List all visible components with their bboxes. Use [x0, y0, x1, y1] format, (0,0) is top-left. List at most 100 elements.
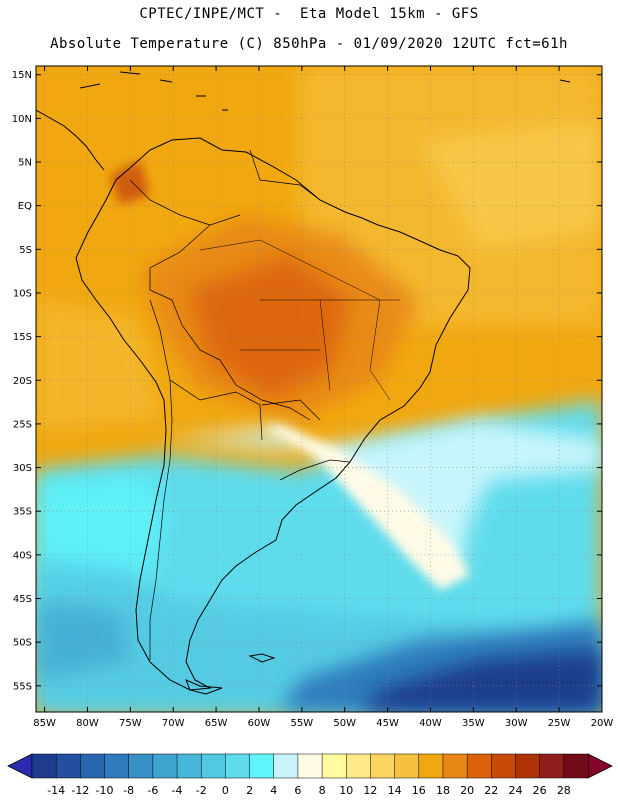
lat-tick-label: 45S	[13, 594, 32, 605]
border-brazil-states	[199, 239, 400, 401]
lon-tick-label: 45W	[376, 718, 399, 729]
field-blue-sw	[36, 600, 130, 680]
lat-tick-label: 15N	[12, 70, 32, 81]
colorbar-swatch	[346, 753, 371, 779]
colorbar-right-arrow	[587, 753, 613, 779]
colorbar-label: 4	[270, 784, 277, 797]
field-hot-core	[190, 255, 350, 400]
colorbar-label: -4	[172, 784, 183, 797]
colorbar-swatch	[176, 753, 202, 779]
lon-tick-label: 70W	[162, 718, 185, 729]
lat-tick-label: 5S	[19, 245, 32, 256]
colorbar-label: 6	[294, 784, 301, 797]
colorbar-label: 2	[246, 784, 253, 797]
lat-tick-label: 40S	[13, 550, 32, 561]
colorbar-swatch	[321, 753, 347, 779]
colorbar-label: -12	[71, 784, 89, 797]
colorbar-label: 10	[339, 784, 353, 797]
colorbar-swatch	[249, 753, 275, 779]
colorbar-label: 28	[557, 784, 571, 797]
colorbar-swatch	[225, 753, 251, 779]
border-bolivia	[169, 379, 263, 441]
lat-tick-label: 20S	[13, 376, 32, 387]
field-hot-north	[110, 160, 150, 205]
colorbar-label: 20	[460, 784, 474, 797]
colorbar-swatch	[491, 753, 517, 779]
lat-tick-label: EQ	[18, 201, 32, 212]
lat-tick-label: 10S	[13, 288, 32, 299]
colorbar-swatch	[104, 753, 130, 779]
lon-tick-label: 65W	[205, 718, 228, 729]
lon-tick-label: 20W	[591, 718, 614, 729]
colorbar-swatch	[394, 753, 420, 779]
colorbar-swatch	[418, 753, 444, 779]
colorbar-swatch	[200, 753, 226, 779]
colorbar-label: -14	[47, 784, 65, 797]
lon-tick-label: 75W	[119, 718, 142, 729]
border-paraguay	[261, 399, 321, 421]
tierra-del-fuego	[185, 679, 223, 695]
south-america-coastline	[75, 137, 471, 691]
colorbar: -14 -12 -10 -8 -6 -4 -2 0 2 4 6 8 10 12 14 16 18 20 22 24 26…	[7, 753, 613, 797]
caribbean-islands	[79, 71, 571, 111]
lat-tick-label: 15S	[13, 332, 32, 343]
colorbar-swatch	[273, 753, 299, 779]
map-frame	[35, 65, 603, 713]
colorbar-label: 18	[436, 784, 450, 797]
lon-tick-label: 60W	[248, 718, 271, 729]
colorbar-label: -2	[196, 784, 207, 797]
colorbar-swatch	[370, 753, 396, 779]
field-pacific-band	[36, 300, 160, 430]
lat-tick-label: 50S	[13, 638, 32, 649]
lon-tick-label: 40W	[419, 718, 442, 729]
colorbar-swatch	[31, 753, 57, 779]
border-guianas	[249, 149, 321, 201]
lon-tick-label: 50W	[333, 718, 356, 729]
colorbar-label: -6	[147, 784, 158, 797]
border-brazil-west	[149, 214, 311, 421]
colorbar-label: 0	[222, 784, 229, 797]
lat-tick-label: 55S	[13, 681, 32, 692]
colorbar-swatch	[466, 753, 492, 779]
colorbar-label: -8	[123, 784, 134, 797]
colorbar-label: 8	[319, 784, 326, 797]
colorbar-label: 12	[363, 784, 377, 797]
country-borders	[129, 149, 400, 660]
chart-subtitle: Absolute Temperature (C) 850hPa - 01/09/…	[50, 36, 568, 52]
field-coldest-se	[360, 650, 602, 712]
lon-tick-label: 55W	[291, 718, 314, 729]
field-warm-tongue	[200, 425, 470, 590]
border-colombia	[129, 179, 211, 226]
coastlines	[36, 71, 571, 695]
lat-tick-label: 10N	[12, 114, 32, 125]
colorbar-swatch	[515, 753, 541, 779]
field-north-ocean-light	[420, 120, 602, 250]
colorbar-swatch	[539, 753, 565, 779]
border-uruguay	[279, 459, 351, 481]
colorbar-label: 16	[412, 784, 426, 797]
longitude-axis: 85W 80W 75W 70W 65W 60W 55W 50W 45W 40W 35W 30W 25W 2…	[33, 66, 613, 729]
colorbar-swatch	[442, 753, 468, 779]
colorbar-left-arrow	[7, 753, 33, 779]
temperature-field	[36, 66, 602, 712]
colorbar-label: 22	[484, 784, 498, 797]
colorbar-label: 14	[388, 784, 402, 797]
colorbar-swatch	[80, 753, 106, 779]
falkland-islands	[248, 653, 276, 663]
colorbar-swatch	[297, 753, 323, 779]
central-america-coastline	[36, 109, 105, 171]
lat-tick-label: 25S	[13, 419, 32, 430]
chart-title: CPTEC/INPE/MCT - Eta Model 15km - GFS	[139, 6, 479, 22]
lat-tick-label: 30S	[13, 463, 32, 474]
colorbar-label: 24	[508, 784, 522, 797]
lon-tick-label: 80W	[76, 718, 99, 729]
lat-tick-label: 35S	[13, 507, 32, 518]
border-andes	[149, 299, 173, 660]
lon-tick-label: 25W	[548, 718, 571, 729]
colorbar-swatch	[152, 753, 178, 779]
colorbar-label: -10	[96, 784, 114, 797]
lon-tick-label: 35W	[462, 718, 485, 729]
latitude-axis: 15N 10N 5N EQ 5S 10S 15S 20S 25S 30S 35S 40S 45S 50S 5…	[12, 70, 602, 692]
colorbar-swatch	[563, 753, 589, 779]
